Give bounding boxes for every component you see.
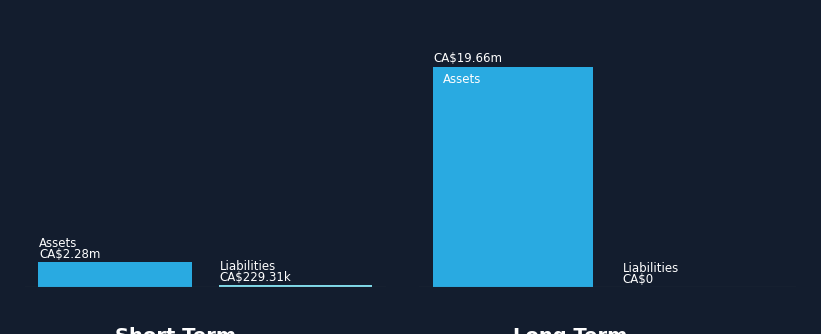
Text: Liabilities: Liabilities <box>220 260 276 273</box>
Text: Liabilities: Liabilities <box>622 262 679 275</box>
Bar <box>433 66 594 287</box>
Text: Long Term: Long Term <box>513 327 627 334</box>
Text: CA$0: CA$0 <box>622 273 654 286</box>
Text: Assets: Assets <box>39 236 77 249</box>
Text: CA$229.31k: CA$229.31k <box>220 271 291 284</box>
Text: Short Term: Short Term <box>115 327 236 334</box>
Bar <box>38 262 192 287</box>
Text: CA$2.28m: CA$2.28m <box>39 247 100 261</box>
Bar <box>218 285 372 287</box>
Text: CA$19.66m: CA$19.66m <box>433 52 502 65</box>
Text: Assets: Assets <box>443 73 482 86</box>
